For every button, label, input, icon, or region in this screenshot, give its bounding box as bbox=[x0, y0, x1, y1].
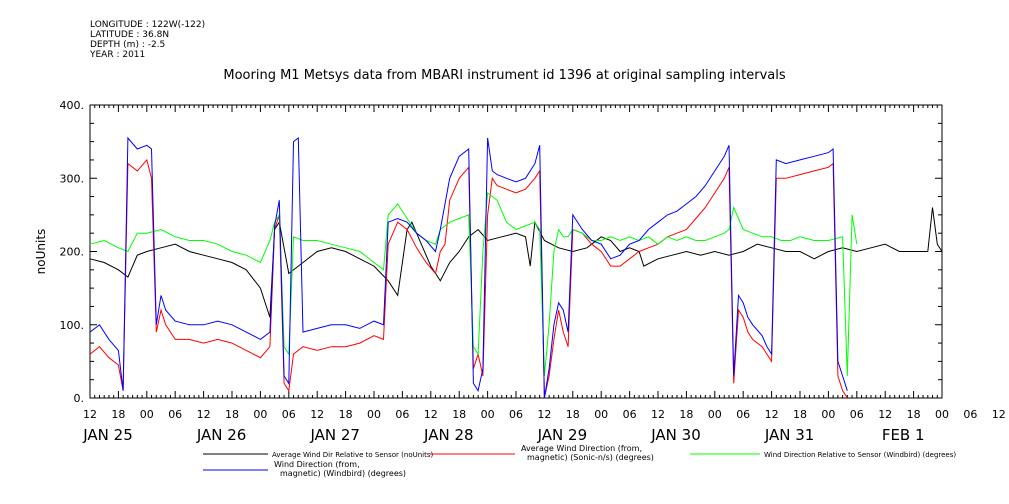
y-tick-label: 200. bbox=[60, 246, 85, 259]
series-line-3 bbox=[89, 136, 848, 399]
x-tick-label: 12 bbox=[424, 408, 438, 421]
x-tick-label: 12 bbox=[765, 408, 779, 421]
plot-frame bbox=[89, 104, 943, 399]
x-tick-label: 18 bbox=[339, 408, 353, 421]
x-day-label: JAN 25 bbox=[82, 426, 133, 444]
x-day-label: JAN 29 bbox=[537, 426, 588, 444]
x-tick-label: 12 bbox=[651, 408, 665, 421]
x-day-label: JAN 28 bbox=[423, 426, 474, 444]
x-tick-label: 06 bbox=[395, 408, 409, 421]
legend-label-3-line: magnetic) (Windbird) (degrees) bbox=[280, 469, 406, 478]
y-tick-label: 100. bbox=[60, 319, 85, 332]
x-tick-label: 12 bbox=[878, 408, 892, 421]
y-axis-label: noUnits bbox=[34, 229, 48, 275]
series-line-2 bbox=[89, 191, 858, 377]
x-tick-label: 06 bbox=[509, 408, 523, 421]
legend-label-2: Wind Direction Relative to Sensor (Windb… bbox=[764, 451, 956, 459]
x-tick-label: 00 bbox=[481, 408, 495, 421]
depth-text: DEPTH (m) : -2.5 bbox=[90, 40, 166, 50]
x-tick-label: 00 bbox=[253, 408, 267, 421]
x-tick-label: 12 bbox=[197, 408, 211, 421]
y-tick-label: 400. bbox=[60, 99, 85, 112]
x-day-label: JAN 27 bbox=[309, 426, 360, 444]
legend-label-1-line: magnetic) (Sonic-n/s) (degrees) bbox=[527, 453, 654, 462]
x-tick-label: 00 bbox=[821, 408, 835, 421]
x-tick-label: 06 bbox=[282, 408, 296, 421]
y-tick-label: 300. bbox=[60, 172, 85, 185]
x-tick-label: 12 bbox=[83, 408, 97, 421]
x-tick-label: 18 bbox=[452, 408, 466, 421]
longitude-text: LONGITUDE : 122W(-122) bbox=[90, 20, 206, 30]
legend-label-3-line: Wind Direction (from, bbox=[274, 460, 360, 469]
labels-layer: 0. 100. 200. 300. 400. noUnits 12 18 00 06 12 18 00 0… bbox=[34, 99, 1006, 444]
x-tick-label: 06 bbox=[850, 408, 864, 421]
x-day-label: FEB 1 bbox=[882, 426, 925, 444]
x-tick-label: 00 bbox=[708, 408, 722, 421]
x-tick-label: 00 bbox=[594, 408, 608, 421]
x-tick-label: 18 bbox=[907, 408, 921, 421]
x-tick-label: 06 bbox=[168, 408, 182, 421]
x-tick-label: 12 bbox=[992, 408, 1006, 421]
x-tick-label: 18 bbox=[793, 408, 807, 421]
y-tick-label: 0. bbox=[74, 392, 85, 405]
x-day-label: JAN 31 bbox=[764, 426, 815, 444]
legend: Average Wind Dir Relative to Sensor (noU… bbox=[203, 444, 956, 478]
x-tick-label: 12 bbox=[310, 408, 324, 421]
x-tick-label: 00 bbox=[140, 408, 154, 421]
latitude-text: LATITUDE : 36.8N bbox=[90, 30, 170, 40]
chart-title: Mooring M1 Metsys data from MBARI instru… bbox=[223, 68, 786, 83]
x-tick-label: 18 bbox=[111, 408, 125, 421]
legend-label-1-line: Average Wind Direction (from, bbox=[521, 444, 642, 453]
x-tick-label: 18 bbox=[679, 408, 693, 421]
series-layer bbox=[89, 136, 943, 399]
x-tick-label: 06 bbox=[623, 408, 637, 421]
x-tick-label: 06 bbox=[963, 408, 977, 421]
x-tick-label: 18 bbox=[566, 408, 580, 421]
x-tick-label: 12 bbox=[537, 408, 551, 421]
x-tick-label: 00 bbox=[367, 408, 381, 421]
series-line-1 bbox=[89, 158, 848, 399]
x-tick-label: 00 bbox=[935, 408, 949, 421]
axes-layer bbox=[89, 104, 943, 399]
series-line-0 bbox=[89, 207, 943, 318]
x-tick-label: 18 bbox=[225, 408, 239, 421]
x-day-label: JAN 26 bbox=[196, 426, 247, 444]
year-text: YEAR : 2011 bbox=[90, 50, 146, 60]
x-tick-label: 06 bbox=[736, 408, 750, 421]
x-day-label: JAN 30 bbox=[650, 426, 701, 444]
legend-label-0: Average Wind Dir Relative to Sensor (noU… bbox=[272, 451, 433, 459]
metadata-block: LONGITUDE : 122W(-122) LATITUDE : 36.8N … bbox=[90, 20, 205, 60]
